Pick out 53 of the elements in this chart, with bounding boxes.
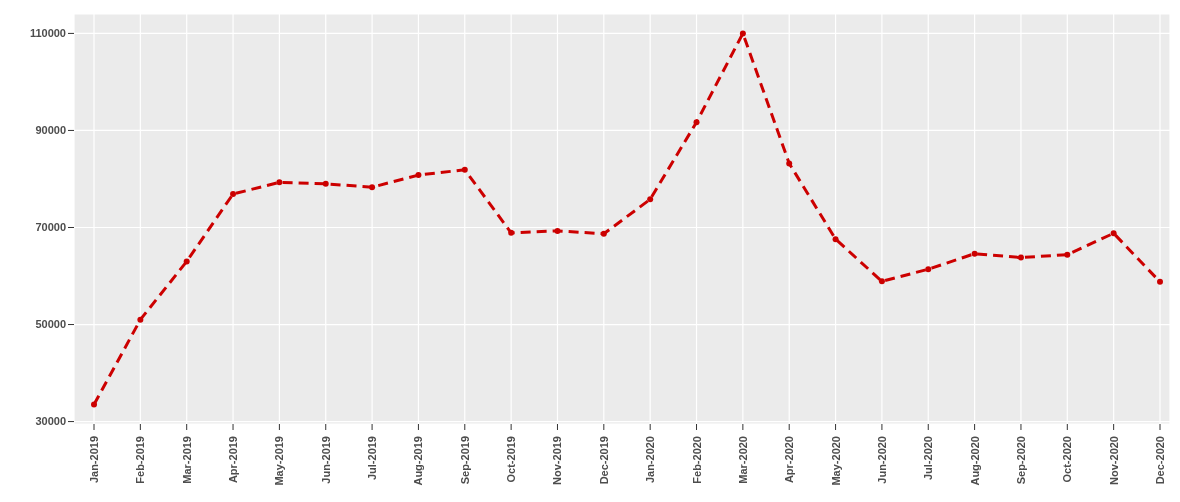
y-tick-label: 110000 [29, 27, 66, 40]
point [91, 401, 97, 408]
y-tick-label: 70000 [35, 221, 66, 234]
point [786, 160, 793, 167]
x-tick-label: Jan-2020 [644, 436, 657, 484]
x-tick-label: Aug-2020 [968, 436, 981, 486]
point [832, 236, 839, 243]
x-tick-label: Sep-2020 [1014, 436, 1027, 485]
x-tick-label: Jul-2020 [922, 436, 935, 481]
point [925, 266, 932, 273]
x-tick-label: Feb-2019 [134, 436, 147, 484]
point [508, 229, 515, 236]
point [647, 196, 654, 203]
y-tick-label: 50000 [35, 318, 66, 331]
x-tick-label: Nov-2019 [551, 436, 564, 485]
point [878, 278, 885, 285]
x-tick-label: Nov-2020 [1107, 436, 1120, 485]
point [415, 172, 422, 179]
point [183, 258, 190, 265]
x-tick-label: Aug-2019 [412, 436, 425, 486]
point [461, 166, 468, 173]
point [1157, 278, 1163, 285]
x-tick-label: Jul-2019 [366, 436, 379, 481]
x-tick-label: Jun-2019 [319, 436, 332, 484]
y-tick-label: 30000 [35, 415, 66, 428]
point [137, 316, 144, 323]
x-tick-label: Jun-2020 [875, 436, 888, 484]
x-tick-label: Oct-2019 [505, 436, 518, 483]
x-tick-label: Apr-2020 [783, 436, 796, 484]
point [369, 184, 376, 191]
point [1064, 251, 1071, 258]
x-tick-label: Dec-2019 [597, 436, 610, 485]
point [554, 227, 561, 234]
point [1017, 254, 1024, 261]
point [230, 191, 237, 198]
x-tick-label: May-2019 [273, 436, 286, 486]
point [276, 179, 283, 186]
point [600, 230, 607, 237]
point [693, 119, 700, 126]
y-tick-label: 90000 [35, 124, 66, 137]
x-tick-label: Mar-2020 [736, 436, 749, 484]
x-tick-label: Apr-2019 [227, 436, 240, 484]
x-tick-label: Sep-2019 [458, 436, 471, 485]
x-tick-label: Feb-2020 [690, 436, 703, 484]
x-tick-label: Dec-2020 [1154, 436, 1166, 485]
point [971, 250, 978, 257]
x-tick-label: Oct-2020 [1061, 436, 1074, 483]
x-tick-label: Jan-2019 [88, 436, 100, 484]
x-tick-label: Mar-2019 [180, 436, 193, 484]
x-tick-label: May-2020 [829, 436, 842, 486]
point [739, 30, 746, 37]
point [322, 180, 329, 187]
point [1110, 230, 1117, 237]
